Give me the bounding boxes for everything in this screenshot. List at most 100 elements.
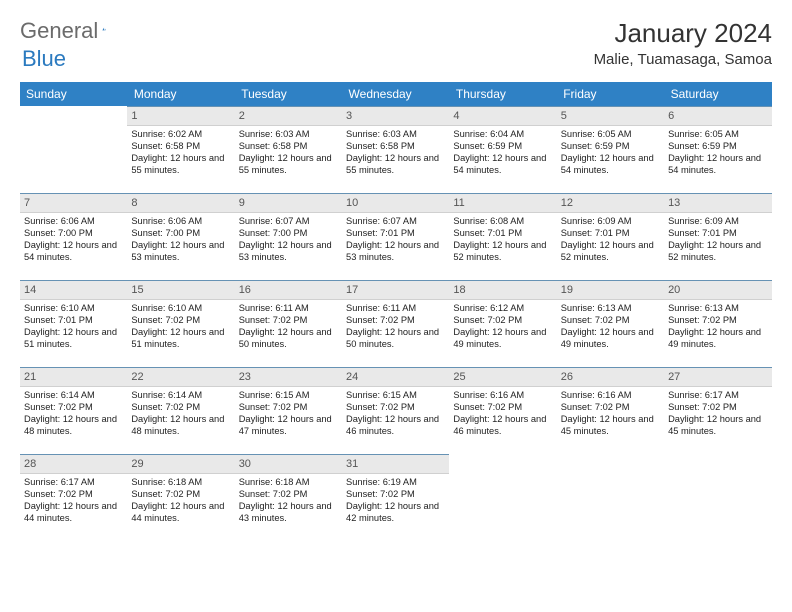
day-details: Sunrise: 6:09 AMSunset: 7:01 PMDaylight:… [557,213,664,280]
daylight-line: Daylight: 12 hours and 52 minutes. [453,240,552,264]
calendar-cell: 11Sunrise: 6:08 AMSunset: 7:01 PMDayligh… [449,193,556,280]
daylight-line: Daylight: 12 hours and 49 minutes. [561,327,660,351]
daylight-line: Daylight: 12 hours and 54 minutes. [24,240,123,264]
sunset-line: Sunset: 7:02 PM [346,489,445,501]
day-number: 1 [127,106,234,126]
daylight-line: Daylight: 12 hours and 55 minutes. [131,153,230,177]
day-number: 28 [20,454,127,474]
sunset-line: Sunset: 7:00 PM [131,228,230,240]
daylight-line: Daylight: 12 hours and 46 minutes. [453,414,552,438]
day-number: 4 [449,106,556,126]
calendar-cell [664,454,771,541]
day-number: 19 [557,280,664,300]
day-details: Sunrise: 6:18 AMSunset: 7:02 PMDaylight:… [235,474,342,541]
day-details: Sunrise: 6:08 AMSunset: 7:01 PMDaylight:… [449,213,556,280]
day-number: 29 [127,454,234,474]
sunset-line: Sunset: 7:00 PM [24,228,123,240]
sunrise-line: Sunrise: 6:13 AM [561,303,660,315]
daylight-line: Daylight: 12 hours and 45 minutes. [561,414,660,438]
calendar-cell: 29Sunrise: 6:18 AMSunset: 7:02 PMDayligh… [127,454,234,541]
day-number: 7 [20,193,127,213]
sunset-line: Sunset: 7:02 PM [239,315,338,327]
calendar-page: General January 2024 Malie, Tuamasaga, S… [0,0,792,612]
sunset-line: Sunset: 7:02 PM [131,402,230,414]
daylight-line: Daylight: 12 hours and 44 minutes. [131,501,230,525]
day-number: 31 [342,454,449,474]
day-details: Sunrise: 6:04 AMSunset: 6:59 PMDaylight:… [449,126,556,193]
day-details: Sunrise: 6:03 AMSunset: 6:58 PMDaylight:… [342,126,449,193]
sunset-line: Sunset: 7:02 PM [668,315,767,327]
day-number: 18 [449,280,556,300]
daylight-line: Daylight: 12 hours and 54 minutes. [561,153,660,177]
sunset-line: Sunset: 7:02 PM [346,402,445,414]
daylight-line: Daylight: 12 hours and 49 minutes. [453,327,552,351]
day-number: 17 [342,280,449,300]
sunset-line: Sunset: 7:02 PM [239,489,338,501]
sunset-line: Sunset: 7:02 PM [346,315,445,327]
daylight-line: Daylight: 12 hours and 46 minutes. [346,414,445,438]
sunset-line: Sunset: 6:58 PM [239,141,338,153]
calendar-cell: 8Sunrise: 6:06 AMSunset: 7:00 PMDaylight… [127,193,234,280]
calendar-cell: 27Sunrise: 6:17 AMSunset: 7:02 PMDayligh… [664,367,771,454]
sunset-line: Sunset: 7:02 PM [561,315,660,327]
sunrise-line: Sunrise: 6:17 AM [24,477,123,489]
daylight-line: Daylight: 12 hours and 44 minutes. [24,501,123,525]
day-details: Sunrise: 6:11 AMSunset: 7:02 PMDaylight:… [235,300,342,367]
daylight-line: Daylight: 12 hours and 52 minutes. [561,240,660,264]
sunrise-line: Sunrise: 6:06 AM [24,216,123,228]
sunrise-line: Sunrise: 6:10 AM [24,303,123,315]
sunrise-line: Sunrise: 6:13 AM [668,303,767,315]
sunset-line: Sunset: 7:00 PM [239,228,338,240]
day-details: Sunrise: 6:03 AMSunset: 6:58 PMDaylight:… [235,126,342,193]
sunset-line: Sunset: 7:02 PM [453,402,552,414]
day-details: Sunrise: 6:07 AMSunset: 7:00 PMDaylight:… [235,213,342,280]
calendar-week-row: 14Sunrise: 6:10 AMSunset: 7:01 PMDayligh… [20,280,772,367]
calendar-cell [557,454,664,541]
day-details: Sunrise: 6:16 AMSunset: 7:02 PMDaylight:… [557,387,664,454]
day-number: 27 [664,367,771,387]
day-details: Sunrise: 6:16 AMSunset: 7:02 PMDaylight:… [449,387,556,454]
calendar-cell: 24Sunrise: 6:15 AMSunset: 7:02 PMDayligh… [342,367,449,454]
daylight-line: Daylight: 12 hours and 55 minutes. [239,153,338,177]
sunset-line: Sunset: 7:01 PM [346,228,445,240]
day-details: Sunrise: 6:18 AMSunset: 7:02 PMDaylight:… [127,474,234,541]
sunrise-line: Sunrise: 6:04 AM [453,129,552,141]
sunrise-line: Sunrise: 6:06 AM [131,216,230,228]
day-details: Sunrise: 6:11 AMSunset: 7:02 PMDaylight:… [342,300,449,367]
daylight-line: Daylight: 12 hours and 43 minutes. [239,501,338,525]
calendar-cell: 23Sunrise: 6:15 AMSunset: 7:02 PMDayligh… [235,367,342,454]
daylight-line: Daylight: 12 hours and 54 minutes. [453,153,552,177]
calendar-cell: 13Sunrise: 6:09 AMSunset: 7:01 PMDayligh… [664,193,771,280]
sunset-line: Sunset: 7:02 PM [668,402,767,414]
daylight-line: Daylight: 12 hours and 47 minutes. [239,414,338,438]
sail-icon [102,19,106,39]
calendar-week-row: 1Sunrise: 6:02 AMSunset: 6:58 PMDaylight… [20,106,772,193]
sunrise-line: Sunrise: 6:16 AM [561,390,660,402]
sunset-line: Sunset: 6:59 PM [453,141,552,153]
calendar-cell: 2Sunrise: 6:03 AMSunset: 6:58 PMDaylight… [235,106,342,193]
calendar-cell: 12Sunrise: 6:09 AMSunset: 7:01 PMDayligh… [557,193,664,280]
sunset-line: Sunset: 7:02 PM [561,402,660,414]
sunrise-line: Sunrise: 6:15 AM [239,390,338,402]
day-details: Sunrise: 6:15 AMSunset: 7:02 PMDaylight:… [342,387,449,454]
calendar-cell: 20Sunrise: 6:13 AMSunset: 7:02 PMDayligh… [664,280,771,367]
sunrise-line: Sunrise: 6:09 AM [561,216,660,228]
calendar-cell: 15Sunrise: 6:10 AMSunset: 7:02 PMDayligh… [127,280,234,367]
calendar-cell [449,454,556,541]
day-number: 23 [235,367,342,387]
sunset-line: Sunset: 7:02 PM [24,402,123,414]
sunset-line: Sunset: 7:01 PM [668,228,767,240]
day-number: 5 [557,106,664,126]
daylight-line: Daylight: 12 hours and 55 minutes. [346,153,445,177]
calendar-cell: 14Sunrise: 6:10 AMSunset: 7:01 PMDayligh… [20,280,127,367]
sunrise-line: Sunrise: 6:17 AM [668,390,767,402]
day-number: 22 [127,367,234,387]
day-number: 25 [449,367,556,387]
day-number: 9 [235,193,342,213]
daylight-line: Daylight: 12 hours and 52 minutes. [668,240,767,264]
sunset-line: Sunset: 7:02 PM [131,315,230,327]
day-details: Sunrise: 6:07 AMSunset: 7:01 PMDaylight:… [342,213,449,280]
calendar-weekday-header: SundayMondayTuesdayWednesdayThursdayFrid… [20,82,772,106]
brand-logo: General [20,18,126,44]
day-details: Sunrise: 6:14 AMSunset: 7:02 PMDaylight:… [127,387,234,454]
